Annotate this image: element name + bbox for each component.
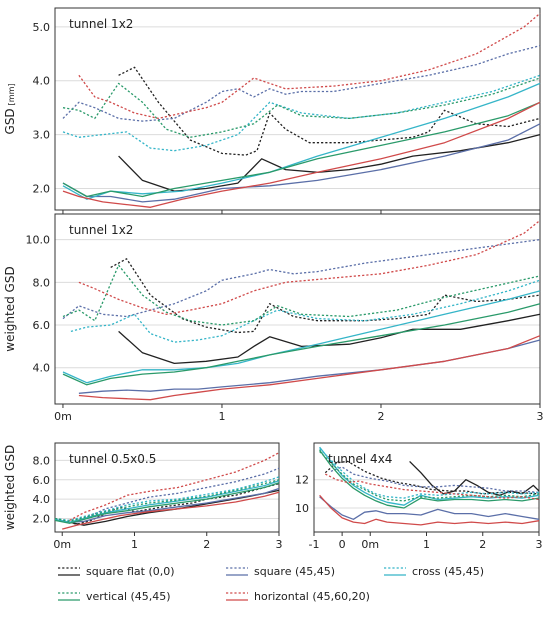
series-line-square-solid [54,487,280,523]
x-tick-label: 0m [54,410,72,423]
y-tick-label: 10.0 [26,234,51,247]
panel-tunnel-1x2-weighted: 4.0 6.0 8.0 10.0 0m 1 2 3 tunnel 1x2 weighted GSD [3,213,544,423]
x-tick-label: 1 [423,538,430,551]
y-axis-label-text: GSD [3,108,17,134]
y-tick-label: 8.0 [33,276,51,289]
y-tick-label: 6.0 [33,319,51,332]
series-line-square-flat-solid [118,313,541,365]
series-line-horizontal-dotted [69,452,280,521]
y-axis-label: GSD [mm] [3,84,17,135]
panel-frame [54,213,541,405]
series-line-cross-solid [319,446,540,506]
legend-label-vertical: vertical (45,45) [86,590,171,603]
series-line-horizontal-solid [62,491,280,530]
series-line-vertical-solid [62,303,541,386]
series-line-horizontal-solid [62,101,541,208]
series-line-square-flat-dotted [110,258,541,334]
panel-title: tunnel 0.5x0.5 [69,452,156,466]
x-tick-label: 1 [218,410,225,423]
y-tick-label: 2.0 [33,182,51,195]
series-line-horizontal-solid [319,494,540,526]
y-tick-label: 2.0 [33,512,51,525]
series-line-square-flat-solid [409,460,540,496]
x-tick-label: 0 [339,538,346,551]
legend-label-square: square (45,45) [254,565,335,578]
panel-frame [54,442,280,533]
panel-tunnel-0.5x0.5: 2.0 4.0 6.0 8.0 0m 1 2 3 tunnel 0.5x0.5 weighted … [3,442,283,551]
panel-title: tunnel 1x2 [69,223,133,237]
series-line-vertical-dotted [54,479,280,523]
x-tick-label: 2 [203,538,210,551]
x-tick-label: 3 [537,410,544,423]
y-tick-label: 10 [295,502,309,515]
series-line-square-dotted [62,45,541,122]
y-axis-label: weighted GSD [3,266,17,351]
series-line-square-flat-dotted [324,460,540,495]
y-tick-label: 4.0 [33,493,51,506]
legend-label-horizontal: horizontal (45,60,20) [254,590,370,603]
legend-label-cross: cross (45,45) [412,565,484,578]
y-axis-label-text: weighted GSD [3,445,17,530]
y-tick-label: 4.0 [33,75,51,88]
series-line-cross-dotted [62,74,541,152]
series-line-vertical-solid [319,449,540,509]
legend: square flat (0,0) square (45,45) cross (45… [58,565,484,603]
x-tick-label: 3 [536,538,543,551]
series-line-vertical-solid [54,482,280,524]
panel-title: tunnel 1x2 [69,17,133,31]
y-tick-label: 12 [295,474,309,487]
series-line-horizontal-dotted [78,219,541,315]
panel-frame [54,7,541,211]
y-tick-label: 4.0 [33,362,51,375]
y-axis-label-text: weighted GSD [3,266,17,351]
legend-label-square-flat: square flat (0,0) [86,565,175,578]
y-tick-label: 3.0 [33,129,51,142]
y-axis-unit: [mm] [7,84,16,106]
panel-tunnel-1x2-gsd: 2.0 3.0 4.0 5.0 tunnel 1x2 GSD [mm] [3,7,541,214]
x-tick-label: -1 [309,538,320,551]
series-line-horizontal-dotted [78,12,541,120]
series-line-square-flat-dotted [118,66,541,156]
series-line-square-dotted [330,466,540,494]
series-line-cross-solid [62,290,541,384]
series-line-square-flat-dotted [69,482,280,525]
series-line-vertical-dotted [62,264,541,326]
series-line-square-dotted [54,467,280,523]
y-axis-label: weighted GSD [3,445,17,530]
series-line-cross-dotted [70,279,541,343]
x-tick-label: 1 [131,538,138,551]
series-line-vertical-solid [62,101,541,198]
y-tick-label: 6.0 [33,474,51,487]
x-tick-label: 0m [361,538,379,551]
y-tick-label: 5.0 [33,21,51,34]
series-line-cross-dotted [319,448,540,499]
panel-title: tunnel 4x4 [328,452,392,466]
series-line-square-flat-solid [118,133,541,192]
x-tick-label: 2 [377,410,384,423]
x-tick-label: 2 [479,538,486,551]
series-line-cross-dotted [54,476,280,522]
y-tick-label: 8.0 [33,454,51,467]
series-line-horizontal-solid [78,335,541,401]
series-line-vertical-dotted [62,77,541,138]
series-line-vertical-dotted [319,451,540,502]
series-line-square-solid [319,496,540,520]
series-line-cross-solid [54,480,280,523]
series-line-square-dotted [62,238,541,320]
x-tick-label: 0m [53,538,71,551]
series-line-horizontal-dotted [325,473,540,501]
x-tick-label: 3 [276,538,283,551]
